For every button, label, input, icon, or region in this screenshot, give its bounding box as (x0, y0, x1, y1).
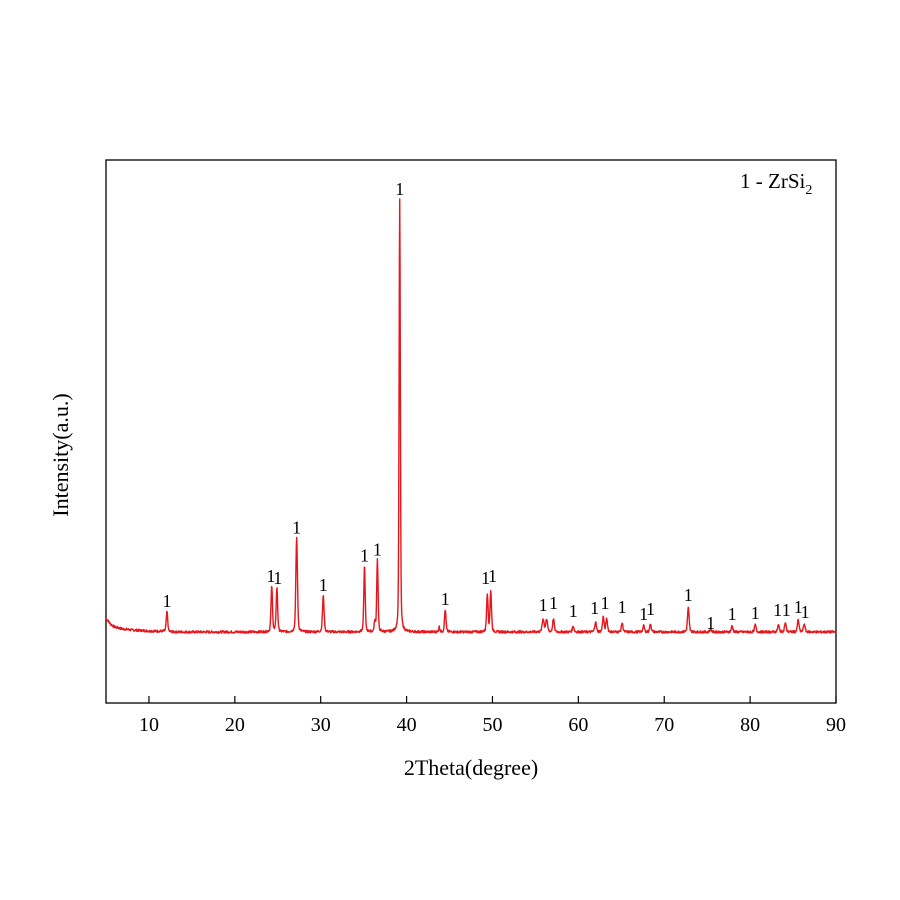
peak-label: 1 (728, 604, 737, 624)
x-axis-title: 2Theta(degree) (404, 755, 538, 780)
peak-label: 1 (266, 566, 275, 586)
plot-frame (105, 159, 837, 704)
x-tick-label: 60 (568, 714, 588, 736)
peak-label: 1 (488, 566, 497, 586)
peak-label: 1 (801, 602, 810, 622)
peak-label: 1 (319, 575, 328, 595)
x-axis-tick-labels: 10 20 30 40 50 60 70 80 90 (139, 714, 846, 736)
peak-label: 1 (794, 597, 803, 617)
x-tick-label: 40 (397, 714, 417, 736)
peak-label: 1 (360, 546, 369, 566)
peak-label: 1 (481, 568, 490, 588)
peak-label: 1 (549, 593, 558, 613)
peak-label: 1 (373, 540, 382, 560)
legend-prefix: 1 - ZrSi (740, 169, 805, 193)
peak-label: 1 (782, 600, 791, 620)
x-tick-label: 10 (139, 714, 159, 736)
peak-label: 1 (292, 518, 301, 538)
peak-label: 1 (162, 591, 171, 611)
peak-label: 1 (751, 603, 760, 623)
peak-label: 1 (600, 593, 609, 613)
legend-label: 1 - ZrSi2 (740, 169, 812, 198)
peak-label: 1 (639, 604, 648, 624)
peak-label: 1 (441, 589, 450, 609)
legend-subscript: 2 (805, 183, 812, 198)
x-tick-label: 90 (826, 714, 846, 736)
x-tick-label: 50 (482, 714, 502, 736)
peak-label: 1 (646, 599, 655, 619)
y-axis-title: Intensity(a.u.) (48, 393, 73, 516)
x-tick-label: 70 (654, 714, 674, 736)
peak-label: 1 (273, 568, 282, 588)
x-tick-label: 80 (740, 714, 760, 736)
series-line-zrsi2 (105, 198, 837, 634)
peak-label: 1 (684, 585, 693, 605)
x-tick-label: 20 (225, 714, 245, 736)
peak-label: 1 (590, 598, 599, 618)
peak-label: 1 (773, 600, 782, 620)
peak-label: 1 (618, 597, 627, 617)
x-axis-ticks (148, 696, 837, 703)
peak-label: 1 (706, 613, 715, 633)
peak-label: 1 (395, 179, 404, 199)
peak-label: 1 (569, 601, 578, 621)
x-tick-label: 30 (311, 714, 331, 736)
peak-label: 1 (539, 595, 548, 615)
